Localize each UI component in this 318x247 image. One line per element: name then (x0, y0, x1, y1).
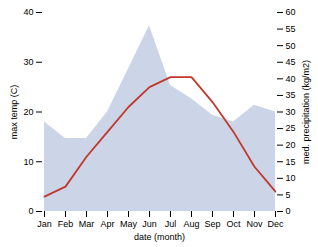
svg-text:20: 20 (286, 140, 296, 150)
svg-text:Oct: Oct (226, 219, 241, 229)
svg-text:Jan: Jan (37, 219, 52, 229)
svg-text:45: 45 (286, 57, 296, 67)
svg-text:20: 20 (23, 107, 33, 117)
svg-text:0: 0 (28, 206, 33, 216)
svg-text:60: 60 (286, 7, 296, 17)
svg-text:Mar: Mar (79, 219, 95, 229)
svg-text:55: 55 (286, 24, 296, 34)
svg-text:Dec: Dec (267, 219, 284, 229)
svg-text:30: 30 (286, 107, 296, 117)
svg-text:Jul: Jul (165, 219, 177, 229)
svg-text:May: May (120, 219, 138, 229)
svg-text:Apr: Apr (100, 219, 114, 229)
svg-text:15: 15 (286, 157, 296, 167)
svg-text:Nov: Nov (246, 219, 263, 229)
svg-text:max temp (C): max temp (C) (9, 85, 19, 140)
svg-text:date (month): date (month) (134, 232, 185, 242)
svg-text:30: 30 (23, 57, 33, 67)
svg-text:Sep: Sep (204, 219, 220, 229)
svg-text:Aug: Aug (183, 219, 199, 229)
svg-text:Jun: Jun (142, 219, 157, 229)
svg-text:0: 0 (286, 206, 291, 216)
svg-text:10: 10 (23, 157, 33, 167)
svg-text:25: 25 (286, 123, 296, 133)
svg-text:35: 35 (286, 90, 296, 100)
svg-text:50: 50 (286, 41, 296, 51)
svg-text:Feb: Feb (58, 219, 74, 229)
svg-text:40: 40 (286, 74, 296, 84)
svg-text:med. precipitation (kg/m2): med. precipitation (kg/m2) (301, 60, 311, 164)
svg-text:10: 10 (286, 173, 296, 183)
svg-text:40: 40 (23, 7, 33, 17)
svg-text:5: 5 (286, 190, 291, 200)
